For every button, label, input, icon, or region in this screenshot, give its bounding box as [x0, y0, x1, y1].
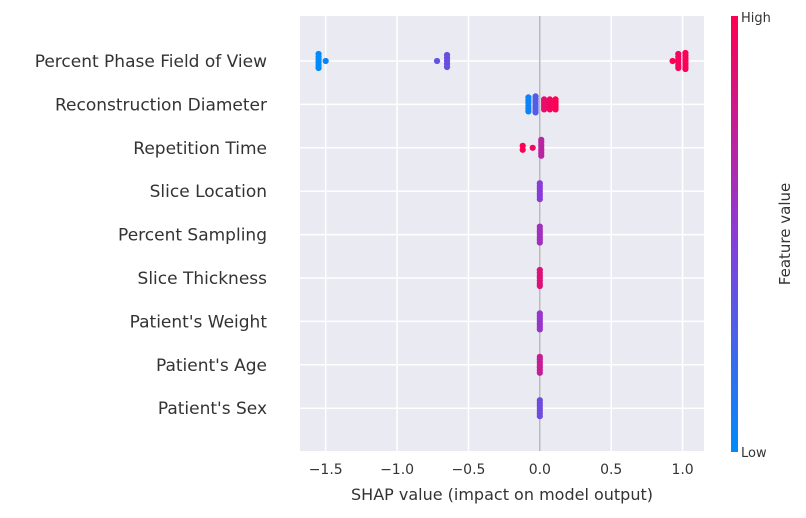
point-cluster-8 — [532, 93, 539, 116]
shap-point — [536, 282, 543, 290]
point-cluster-6 — [682, 49, 689, 73]
point-cluster-3 — [443, 51, 451, 71]
shap-point — [536, 413, 543, 420]
feature-label-6: Patient's Weight — [130, 312, 268, 332]
colorbar-high-label: High — [741, 11, 771, 26]
colorbar-title: Feature value — [776, 183, 794, 285]
point-cluster-17 — [536, 266, 543, 290]
shap-point — [519, 146, 526, 153]
shap-point — [433, 57, 441, 65]
point-cluster-10 — [546, 96, 553, 113]
shap-point — [536, 326, 543, 333]
plot-area — [300, 16, 704, 451]
x-tick-label-0: −1.5 — [309, 462, 343, 478]
x-tick-label-3: 0.0 — [529, 462, 551, 478]
shap-point — [682, 65, 689, 73]
x-tick-label-5: 1.0 — [671, 462, 693, 478]
feature-label-5: Slice Thickness — [138, 269, 268, 289]
shap-point — [322, 57, 329, 65]
point-cluster-7 — [525, 94, 532, 115]
point-cluster-20 — [536, 397, 543, 420]
point-cluster-11 — [552, 96, 559, 113]
shap-point — [552, 106, 559, 113]
point-cluster-14 — [538, 136, 545, 159]
shap-point — [675, 64, 682, 72]
feature-label-1: Reconstruction Diameter — [55, 95, 267, 115]
point-cluster-19 — [536, 353, 543, 376]
points — [315, 49, 689, 420]
feature-label-4: Percent Sampling — [118, 226, 267, 246]
shap-point — [536, 196, 543, 203]
colorbar-low-label: Low — [741, 446, 767, 461]
shap-point — [315, 64, 322, 72]
feature-labels: Percent Phase Field of View Reconstructio… — [35, 52, 268, 419]
x-ticks: −1.5 −1.0 −0.5 0.0 0.5 1.0 — [309, 462, 694, 478]
point-cluster-4 — [669, 57, 676, 65]
point-cluster-12 — [519, 142, 526, 153]
point-cluster-0 — [315, 50, 322, 72]
feature-label-8: Patient's Sex — [158, 399, 267, 419]
shap-point — [529, 144, 536, 151]
grid — [300, 16, 704, 451]
shap-point — [546, 106, 553, 113]
point-cluster-13 — [529, 144, 536, 151]
x-axis-label: SHAP value (impact on model output) — [351, 485, 653, 504]
point-cluster-9 — [541, 96, 548, 113]
point-cluster-2 — [433, 57, 441, 65]
shap-point — [538, 152, 545, 159]
x-tick-label-2: −0.5 — [451, 462, 485, 478]
colorbar — [731, 16, 738, 452]
feature-label-2: Repetition Time — [133, 139, 267, 159]
feature-label-3: Slice Location — [150, 182, 267, 202]
feature-label-0: Percent Phase Field of View — [35, 52, 267, 72]
shap-point — [536, 239, 543, 246]
shap-point — [525, 108, 532, 115]
shap-point — [669, 57, 676, 65]
feature-label-7: Patient's Age — [156, 356, 267, 376]
point-cluster-18 — [536, 310, 543, 333]
point-cluster-15 — [536, 180, 543, 203]
point-cluster-1 — [322, 57, 329, 65]
shap-point — [443, 63, 451, 71]
shap-point — [536, 369, 543, 376]
x-tick-label-4: 0.5 — [600, 462, 622, 478]
shap-point — [532, 109, 539, 116]
shap-point — [541, 106, 548, 113]
point-cluster-16 — [536, 223, 543, 246]
x-tick-label-1: −1.0 — [380, 462, 414, 478]
point-cluster-5 — [675, 50, 682, 72]
